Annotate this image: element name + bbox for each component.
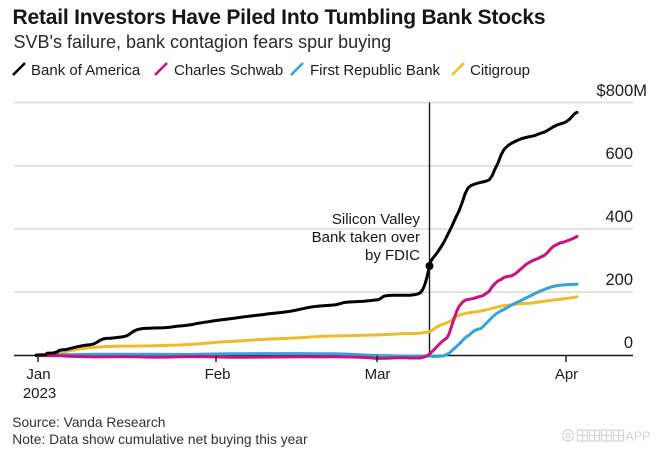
svg-text:APP: APP <box>626 430 651 444</box>
